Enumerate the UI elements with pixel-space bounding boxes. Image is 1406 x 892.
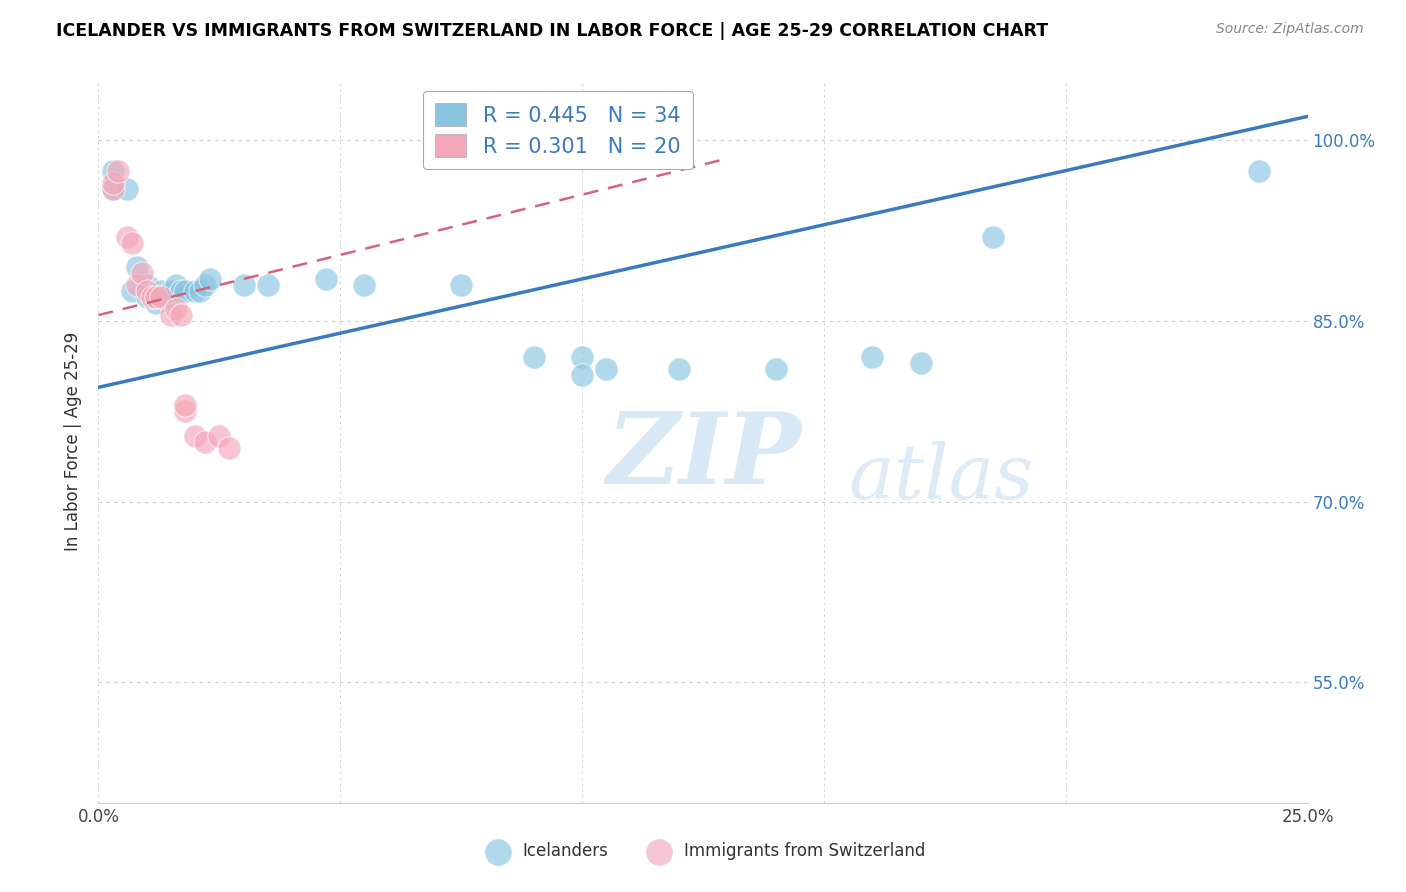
Point — [131, 266, 153, 280]
Point — [107, 163, 129, 178]
Point — [174, 404, 197, 418]
Text: atlas: atlas — [848, 441, 1033, 515]
Point — [117, 182, 139, 196]
Point — [135, 277, 157, 292]
Point — [160, 308, 183, 322]
Point — [571, 351, 593, 365]
Point — [165, 277, 187, 292]
Point — [353, 277, 375, 292]
Point — [256, 277, 278, 292]
Point — [127, 277, 149, 292]
Point — [169, 308, 191, 322]
Point — [232, 277, 254, 292]
Point — [194, 277, 217, 292]
Text: ZIP: ZIP — [606, 408, 801, 504]
Point — [668, 362, 690, 376]
Point — [523, 351, 546, 365]
Point — [150, 290, 173, 304]
Point — [135, 290, 157, 304]
Text: Source: ZipAtlas.com: Source: ZipAtlas.com — [1216, 22, 1364, 37]
Point — [145, 296, 167, 310]
Point — [184, 428, 207, 442]
Point — [127, 260, 149, 274]
Point — [135, 284, 157, 298]
Point — [860, 351, 883, 365]
Point — [194, 434, 217, 449]
Point — [174, 284, 197, 298]
Point — [121, 235, 143, 250]
Point — [155, 290, 177, 304]
Point — [571, 368, 593, 383]
Point — [101, 176, 124, 190]
Point — [101, 182, 124, 196]
Point — [121, 284, 143, 298]
Point — [174, 398, 197, 412]
Point — [981, 230, 1004, 244]
Point — [165, 301, 187, 317]
Point — [141, 290, 163, 304]
Point — [188, 284, 211, 298]
Point — [145, 290, 167, 304]
Point — [160, 284, 183, 298]
Point — [595, 362, 617, 376]
Text: ICELANDER VS IMMIGRANTS FROM SWITZERLAND IN LABOR FORCE | AGE 25-29 CORRELATION : ICELANDER VS IMMIGRANTS FROM SWITZERLAND… — [56, 22, 1049, 40]
Point — [765, 362, 787, 376]
Point — [184, 284, 207, 298]
Point — [218, 441, 240, 455]
Y-axis label: In Labor Force | Age 25-29: In Labor Force | Age 25-29 — [65, 332, 83, 551]
Point — [450, 277, 472, 292]
Point — [910, 356, 932, 370]
Point — [169, 284, 191, 298]
Point — [101, 182, 124, 196]
Point — [1249, 163, 1271, 178]
Legend: R = 0.445   N = 34, R = 0.301   N = 20: R = 0.445 N = 34, R = 0.301 N = 20 — [423, 91, 693, 169]
Point — [315, 272, 337, 286]
Point — [117, 230, 139, 244]
Point — [198, 272, 221, 286]
Point — [101, 163, 124, 178]
Point — [208, 428, 231, 442]
Point — [150, 284, 173, 298]
Point — [145, 290, 167, 304]
